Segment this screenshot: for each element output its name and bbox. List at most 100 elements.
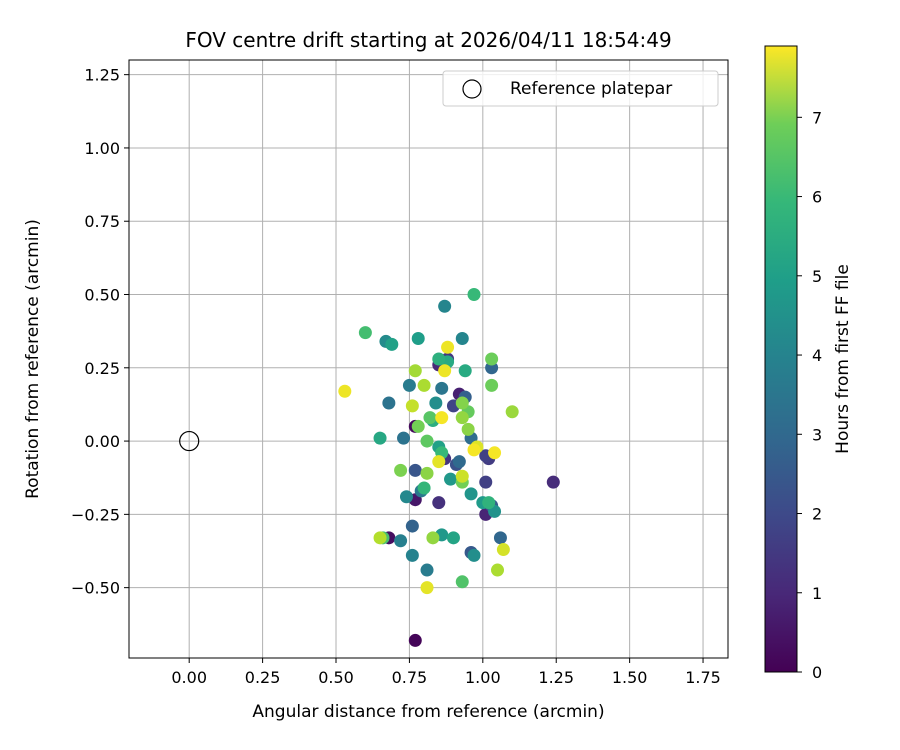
drift-point bbox=[455, 575, 469, 589]
x-tick-label: 0.50 bbox=[318, 668, 354, 687]
drift-point bbox=[438, 299, 452, 313]
y-tick-label: −0.25 bbox=[71, 505, 120, 524]
drift-point bbox=[420, 563, 434, 577]
colorbar-tick-label: 6 bbox=[812, 188, 822, 207]
drift-point bbox=[432, 496, 446, 510]
drift-point bbox=[405, 548, 419, 562]
grid-lines bbox=[129, 60, 728, 658]
drift-point bbox=[373, 431, 387, 445]
legend: Reference platepar bbox=[442, 70, 719, 107]
drift-point bbox=[461, 422, 475, 436]
drift-point bbox=[411, 331, 425, 345]
drift-point bbox=[458, 364, 472, 378]
colorbar-gradient bbox=[764, 45, 798, 673]
data-points bbox=[179, 288, 560, 647]
drift-point bbox=[493, 531, 507, 545]
x-tick-label: 1.00 bbox=[465, 668, 501, 687]
drift-point bbox=[394, 463, 408, 477]
drift-point bbox=[485, 378, 499, 392]
drift-point bbox=[455, 331, 469, 345]
colorbar-tick-label: 1 bbox=[812, 584, 822, 603]
drift-point bbox=[464, 487, 478, 501]
drift-point bbox=[385, 337, 399, 351]
drift-point bbox=[435, 381, 449, 395]
drift-point bbox=[408, 633, 422, 647]
drift-point bbox=[423, 411, 437, 425]
colorbar-tick-label: 2 bbox=[812, 505, 822, 524]
drift-point bbox=[455, 411, 469, 425]
drift-point bbox=[373, 531, 387, 545]
y-tick-label: 0.25 bbox=[84, 359, 120, 378]
drift-point bbox=[505, 405, 519, 419]
drift-point bbox=[467, 288, 481, 302]
drift-point bbox=[405, 399, 419, 413]
colorbar-tick-label: 5 bbox=[812, 267, 822, 286]
drift-point bbox=[408, 364, 422, 378]
drift-point bbox=[467, 548, 481, 562]
reference-platepar-marker bbox=[179, 430, 200, 452]
drift-point bbox=[482, 496, 496, 510]
drift-point bbox=[397, 431, 411, 445]
colorbar-tick-label: 3 bbox=[812, 425, 822, 444]
drift-point bbox=[441, 340, 455, 354]
legend-label-reference-platepar: Reference platepar bbox=[510, 79, 672, 99]
drift-point bbox=[420, 434, 434, 448]
x-tick-label: 1.75 bbox=[685, 668, 721, 687]
drift-point bbox=[546, 475, 560, 489]
drift-point bbox=[382, 396, 396, 410]
drift-point bbox=[429, 396, 443, 410]
drift-point bbox=[420, 581, 434, 595]
drift-point bbox=[446, 531, 460, 545]
x-tick-label: 1.50 bbox=[612, 668, 648, 687]
colorbar: 0 1 2 3 4 5 6 7 Hours from first FF file bbox=[764, 45, 853, 682]
colorbar-tick-label: 4 bbox=[812, 346, 822, 365]
y-tick-label: 0.75 bbox=[84, 212, 120, 231]
drift-point bbox=[435, 411, 449, 425]
drift-point bbox=[408, 463, 422, 477]
y-tick-label: −0.50 bbox=[71, 579, 120, 598]
drift-point bbox=[338, 384, 352, 398]
plot-frame bbox=[128, 59, 729, 659]
drift-point bbox=[432, 455, 446, 469]
drift-point bbox=[496, 543, 510, 557]
x-tick-label: 0.25 bbox=[245, 668, 281, 687]
drift-point bbox=[405, 519, 419, 533]
drift-point bbox=[479, 475, 493, 489]
y-axis-label: Rotation from reference (arcmin) bbox=[23, 219, 43, 499]
drift-point bbox=[491, 563, 505, 577]
drift-point bbox=[394, 534, 408, 548]
drift-point bbox=[452, 455, 466, 469]
colorbar-tick-label: 0 bbox=[812, 663, 822, 682]
y-axis-ticks: −0.50 −0.25 0.00 0.25 0.50 0.75 1.00 1.25 bbox=[71, 66, 129, 598]
y-tick-label: 0.50 bbox=[84, 286, 120, 305]
drift-point bbox=[444, 472, 458, 486]
x-axis-ticks: 0.00 0.25 0.50 0.75 1.00 1.25 1.50 1.75 bbox=[171, 658, 721, 687]
colorbar-label: Hours from first FF file bbox=[833, 264, 853, 454]
drift-point bbox=[488, 446, 502, 460]
legend-reference-marker-icon bbox=[462, 79, 482, 99]
drift-point bbox=[420, 466, 434, 480]
y-tick-label: 1.25 bbox=[84, 66, 120, 85]
drift-point bbox=[358, 326, 372, 340]
chart-title: FOV centre drift starting at 2026/04/11 … bbox=[185, 28, 671, 52]
drift-point bbox=[411, 419, 425, 433]
x-tick-label: 1.25 bbox=[538, 668, 574, 687]
y-tick-label: 0.00 bbox=[84, 432, 120, 451]
drift-point bbox=[426, 531, 440, 545]
drift-point bbox=[455, 469, 469, 483]
legend-box bbox=[442, 70, 719, 107]
drift-point bbox=[485, 352, 499, 366]
drift-point bbox=[399, 490, 413, 504]
drift-point bbox=[467, 443, 481, 457]
drift-point bbox=[417, 481, 431, 495]
drift-point bbox=[455, 396, 469, 410]
y-tick-label: 1.00 bbox=[84, 139, 120, 158]
x-axis-label: Angular distance from reference (arcmin) bbox=[252, 702, 604, 722]
x-tick-label: 0.75 bbox=[392, 668, 428, 687]
drift-point bbox=[402, 378, 416, 392]
x-tick-label: 0.00 bbox=[171, 668, 207, 687]
drift-point bbox=[438, 364, 452, 378]
drift-point bbox=[417, 378, 431, 392]
colorbar-ticks: 0 1 2 3 4 5 6 7 bbox=[797, 108, 822, 682]
